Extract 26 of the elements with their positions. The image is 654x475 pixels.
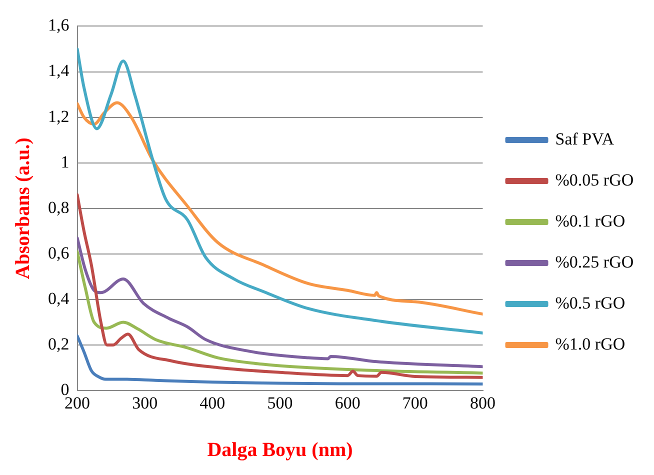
y-tick-label: 1: [60, 152, 70, 172]
legend-label: %0.5 rGO: [555, 293, 626, 312]
legend-label: %0.1 rGO: [555, 211, 626, 230]
x-tick-label: 400: [200, 393, 226, 412]
y-tick-label: 0,8: [48, 198, 70, 217]
line-series: [77, 193, 483, 379]
x-tick-label: 700: [402, 393, 428, 412]
x-tick-label: 600: [334, 393, 360, 412]
x-tick-label: 300: [132, 393, 158, 412]
y-tick-label: 1,2: [48, 106, 70, 126]
x-tick-label: 500: [267, 393, 293, 412]
y-tick-label: 0,4: [48, 288, 70, 308]
legend-label: %1.0 rGO: [555, 334, 626, 354]
y-axis-title: Absorbans (a.u.): [12, 138, 34, 280]
line-series: [77, 101, 483, 316]
y-tick-label: 1,4: [48, 61, 70, 80]
y-tick-label: 0,6: [48, 243, 70, 262]
legend-label: Saf PVA: [555, 129, 615, 148]
line-series: [77, 47, 483, 334]
y-tick-label: 1,6: [48, 16, 70, 35]
y-tick-label: 0,2: [48, 334, 70, 354]
x-tick-label: 800: [470, 393, 496, 412]
legend-label: %0.25 rGO: [555, 252, 634, 272]
line-series: [77, 334, 483, 386]
legend-label: %0.05 rGO: [555, 170, 634, 190]
x-axis-title: Dalga Boyu (nm): [207, 439, 353, 462]
